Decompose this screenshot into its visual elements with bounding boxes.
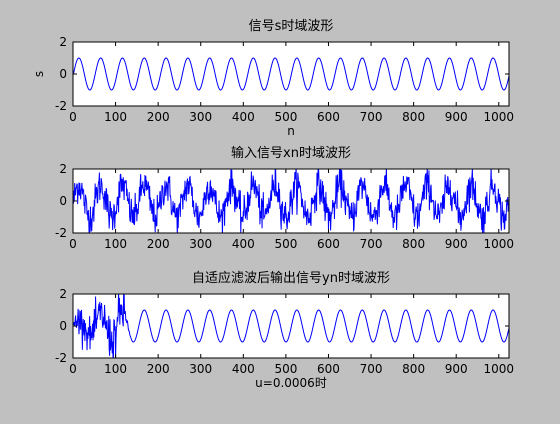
x-tick-label: 700 (360, 237, 383, 251)
x-tick-label: 300 (189, 110, 212, 124)
x-tick-label: 200 (147, 362, 170, 376)
x-tick-label: 1000 (484, 110, 515, 124)
x-tick-label: 400 (232, 237, 255, 251)
x-tick-label: 500 (274, 237, 297, 251)
x-tick-label: 500 (274, 110, 297, 124)
y-tick-label: -2 (55, 226, 67, 240)
x-tick-label: 800 (402, 237, 425, 251)
x-tick-label: 500 (274, 362, 297, 376)
x-tick-label: 100 (104, 362, 127, 376)
y-axis-label: s (32, 71, 46, 77)
x-tick-label: 300 (189, 362, 212, 376)
x-tick-label: 600 (317, 362, 340, 376)
x-tick-label: 1000 (484, 237, 515, 251)
x-tick-label: 200 (147, 110, 170, 124)
series-line (73, 57, 509, 91)
y-tick-label: 2 (59, 287, 67, 301)
x-tick-label: 600 (317, 237, 340, 251)
x-tick-label: 700 (360, 110, 383, 124)
subplot-2: 0 100 200 300 400 500 600 700 800 900 1000-202输入信号… (55, 145, 514, 251)
x-tick-label: 100 (104, 110, 127, 124)
x-tick-label: 0 (69, 110, 77, 124)
x-tick-label: 900 (445, 110, 468, 124)
y-tick-label: 2 (59, 162, 67, 176)
x-tick-label: 300 (189, 237, 212, 251)
chart-title: 自适应滤波后输出信号yn时域波形 (192, 270, 390, 286)
y-tick-label: 0 (59, 194, 67, 208)
chart-title: 输入信号xn时域波形 (231, 145, 351, 161)
y-tick-label: 0 (59, 319, 67, 333)
x-tick-label: 1000 (484, 362, 515, 376)
x-tick-label: 900 (445, 362, 468, 376)
x-tick-label: 400 (232, 362, 255, 376)
subplot-1: 0 100 200 300 400 500 600 700 800 900 1000-202信号s时… (32, 19, 514, 138)
subplot-3: 0 100 200 300 400 500 600 700 800 900 1000-202自适应滤… (55, 270, 514, 390)
y-tick-label: 0 (59, 67, 67, 81)
x-tick-label: 400 (232, 110, 255, 124)
x-tick-label: 900 (445, 237, 468, 251)
x-tick-label: 0 (69, 362, 77, 376)
series-line (73, 294, 509, 358)
x-tick-label: 200 (147, 237, 170, 251)
x-tick-label: 0 (69, 237, 77, 251)
chart-title: 信号s时域波形 (249, 19, 334, 34)
x-axis-label: u=0.0006时 (255, 376, 327, 390)
series-line (73, 169, 509, 233)
x-axis-label: n (287, 124, 295, 138)
x-tick-label: 700 (360, 362, 383, 376)
x-tick-label: 800 (402, 362, 425, 376)
y-tick-label: -2 (55, 351, 67, 365)
y-tick-label: -2 (55, 99, 67, 113)
x-tick-label: 100 (104, 237, 127, 251)
y-tick-label: 2 (59, 35, 67, 49)
x-tick-label: 800 (402, 110, 425, 124)
x-tick-label: 600 (317, 110, 340, 124)
